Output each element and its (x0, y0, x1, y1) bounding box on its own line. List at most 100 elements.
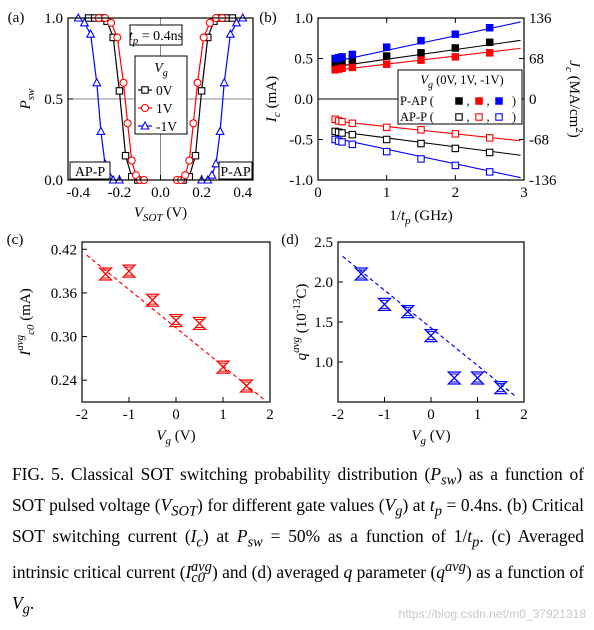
legend-marker (455, 97, 463, 105)
data-point (231, 17, 242, 27)
data-point (199, 33, 208, 42)
data-point (225, 29, 236, 38)
ap-p-box (69, 161, 111, 180)
caption-q: q (436, 561, 445, 582)
data-point (485, 23, 494, 32)
label-part: C) (294, 284, 310, 299)
caption-psw: P (236, 525, 248, 546)
data-point (382, 43, 391, 51)
y-axis-label: Psw (18, 88, 37, 110)
data-point (338, 138, 346, 146)
data-point (219, 77, 229, 87)
caption-ic0: I (185, 561, 192, 582)
x-tick-label: -1 (123, 407, 136, 423)
data-point (485, 168, 494, 176)
data-point (417, 36, 425, 45)
y-axis-label: qavg (10-13C) (290, 284, 310, 361)
caption-text: = 50% as a function of 1/ (262, 525, 468, 546)
data-point (348, 63, 357, 72)
legend-marker (140, 103, 150, 113)
data-point (185, 156, 194, 165)
label-part: c (271, 112, 283, 117)
caption-tp: t (429, 494, 435, 515)
caption-sub: sw (440, 472, 457, 489)
y-tick-label: 0.5 (44, 92, 63, 108)
caption-text: . (c) Averaged intrinsic critical curren… (12, 525, 584, 582)
data-point-inner (425, 331, 437, 341)
y-axis-label-right: Jc (MA/cm2) (563, 60, 585, 137)
label-part: P (18, 100, 34, 110)
label-part: g (421, 435, 427, 447)
y-tick-label-right: -68 (529, 133, 549, 149)
x-axis-label: Vg (V) (411, 428, 450, 447)
label-part: g (428, 80, 433, 91)
data-point (115, 87, 124, 95)
legend-sep: , (466, 94, 469, 108)
data-point (417, 155, 425, 163)
legend-marker (455, 113, 463, 121)
label-part: (0V, 1V, -1V) (433, 73, 504, 87)
x-tick-label: -2 (76, 407, 89, 423)
caption-vg: V (12, 592, 23, 613)
data-point (191, 151, 200, 160)
label-part: (MA/cm (566, 72, 582, 128)
y-axis-label: Ic (mA) (264, 76, 283, 123)
caption-sub: SOT (171, 503, 197, 520)
caption-tp: t (467, 525, 473, 546)
caption-text: ) and (d) averaged (211, 561, 344, 582)
data-point (348, 140, 357, 149)
y-tick-label: 1.0 (314, 355, 333, 371)
x-tick-label: -2 (332, 407, 345, 423)
caption-text: . (29, 592, 35, 613)
label-part: I (18, 350, 34, 357)
legend-marker (141, 86, 149, 94)
data-point (451, 144, 460, 153)
legend-marker (475, 97, 483, 105)
legend-label: 0V (156, 83, 173, 98)
x-tick-label: 2 (452, 185, 460, 201)
data-point (485, 38, 494, 47)
caption-fig-label: FIG. 5. (12, 464, 65, 484)
label-part: (10 (294, 313, 310, 337)
data-point (382, 52, 391, 60)
caption-sub: c (196, 534, 203, 551)
data-point-inner (402, 307, 413, 317)
label-part: SOT (143, 212, 163, 224)
y-tick-label: 0.24 (51, 373, 78, 389)
tp-box (129, 24, 183, 46)
data-point (382, 135, 391, 144)
caption-text: ) for different gate values ( (197, 494, 385, 515)
label-part: avg (14, 334, 26, 350)
x-tick-label: -1 (378, 407, 391, 423)
label-part: avg (290, 337, 302, 353)
data-point (119, 78, 128, 87)
legend-title: Vg (0V, 1V, -1V) (420, 73, 503, 91)
caption-ic: I (190, 525, 197, 546)
data-point (211, 158, 221, 168)
x-tick-label: -0.2 (108, 185, 132, 201)
data-point (451, 44, 460, 52)
y-tick-label-right: 136 (529, 11, 552, 27)
x-tick-label: 0 (314, 185, 322, 201)
legend-sep: , (486, 110, 489, 124)
legend-sep: , (466, 110, 469, 124)
label-part: c0 (25, 324, 37, 335)
legend-marker (495, 97, 503, 105)
data-point-inner (194, 318, 205, 328)
data-point (348, 119, 357, 128)
y-tick-label: 1.0 (44, 11, 63, 27)
label-part: g (166, 435, 172, 447)
data-point (451, 130, 460, 138)
x-tick-label: 0.2 (192, 185, 211, 201)
label-part: (V) (171, 428, 196, 444)
data-point (113, 33, 122, 42)
x-tick-label: 0 (427, 407, 435, 423)
data-point-inner (100, 269, 111, 279)
data-point (338, 117, 346, 126)
x-tick-label: -0.4 (66, 185, 90, 201)
data-point-inner (379, 299, 390, 309)
data-point (207, 169, 217, 179)
data-point (193, 78, 202, 87)
caption-text: Classical SOT switching probability dist… (64, 464, 431, 484)
